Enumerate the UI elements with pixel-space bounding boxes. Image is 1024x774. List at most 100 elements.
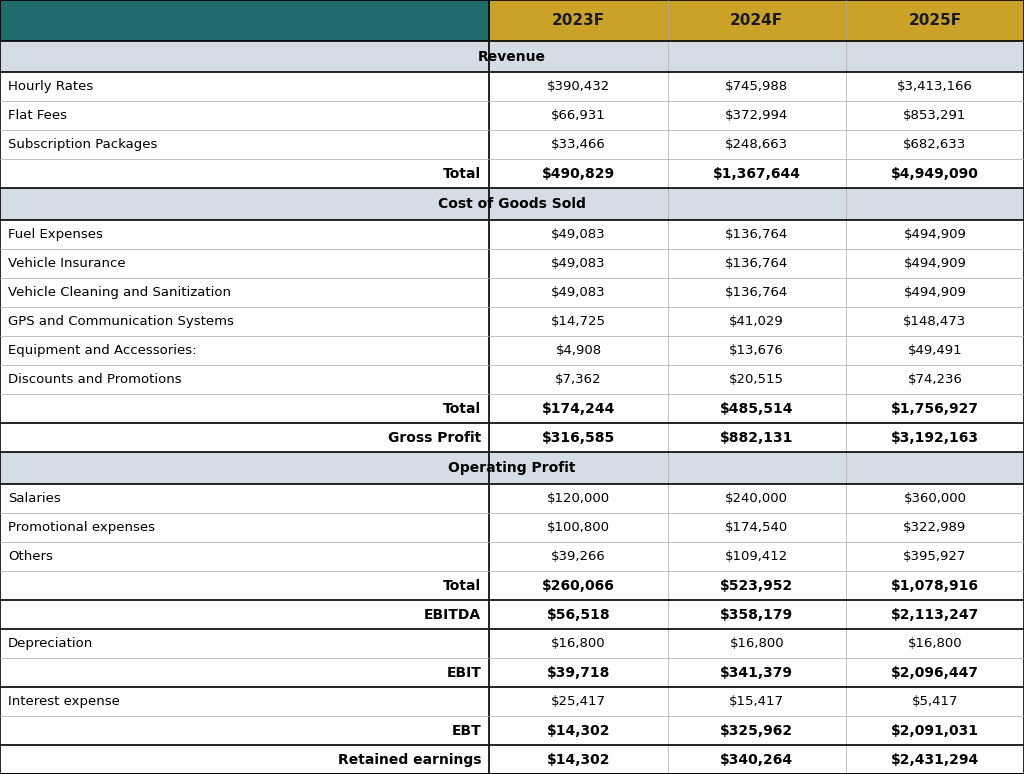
Text: $360,000: $360,000 bbox=[903, 492, 967, 505]
Bar bbox=[0, 279, 1024, 307]
Text: $372,994: $372,994 bbox=[725, 109, 788, 122]
Text: $25,417: $25,417 bbox=[551, 695, 606, 708]
Bar bbox=[0, 307, 1024, 336]
Text: Others: Others bbox=[8, 550, 53, 563]
Text: 2024F: 2024F bbox=[730, 13, 783, 28]
Bar bbox=[0, 716, 1024, 745]
Text: $1,078,916: $1,078,916 bbox=[891, 579, 979, 593]
Text: Interest expense: Interest expense bbox=[8, 695, 120, 708]
Text: $1,367,644: $1,367,644 bbox=[713, 167, 801, 181]
Text: $39,718: $39,718 bbox=[547, 666, 610, 680]
Text: $120,000: $120,000 bbox=[547, 492, 610, 505]
Bar bbox=[0, 365, 1024, 394]
Text: $39,266: $39,266 bbox=[551, 550, 606, 563]
Text: $882,131: $882,131 bbox=[720, 430, 794, 445]
Bar bbox=[0, 188, 1024, 221]
Text: $2,096,447: $2,096,447 bbox=[891, 666, 979, 680]
Bar bbox=[0, 452, 1024, 484]
Text: Total: Total bbox=[443, 402, 481, 416]
Text: Equipment and Accessories:: Equipment and Accessories: bbox=[8, 344, 197, 358]
Text: $494,909: $494,909 bbox=[903, 257, 967, 270]
Text: Vehicle Insurance: Vehicle Insurance bbox=[8, 257, 126, 270]
Text: $14,302: $14,302 bbox=[547, 752, 610, 766]
Bar bbox=[0, 221, 1024, 249]
Text: $136,764: $136,764 bbox=[725, 228, 788, 241]
Text: $2,091,031: $2,091,031 bbox=[891, 724, 979, 738]
Text: $1,756,927: $1,756,927 bbox=[891, 402, 979, 416]
Text: Revenue: Revenue bbox=[478, 50, 546, 63]
Text: $4,908: $4,908 bbox=[555, 344, 602, 358]
Text: GPS and Communication Systems: GPS and Communication Systems bbox=[8, 315, 234, 328]
Text: Vehicle Cleaning and Sanitization: Vehicle Cleaning and Sanitization bbox=[8, 286, 231, 300]
Text: Depreciation: Depreciation bbox=[8, 637, 93, 650]
Text: $49,491: $49,491 bbox=[907, 344, 963, 358]
Text: Retained earnings: Retained earnings bbox=[338, 752, 481, 766]
Bar bbox=[0, 423, 1024, 452]
Text: 2023F: 2023F bbox=[552, 13, 605, 28]
Bar bbox=[846, 0, 1024, 40]
Text: $66,931: $66,931 bbox=[551, 109, 606, 122]
Bar bbox=[0, 159, 1024, 188]
Bar bbox=[0, 745, 1024, 774]
Text: Hourly Rates: Hourly Rates bbox=[8, 80, 93, 94]
Text: $20,515: $20,515 bbox=[729, 373, 784, 386]
Text: $15,417: $15,417 bbox=[729, 695, 784, 708]
Text: $174,540: $174,540 bbox=[725, 521, 788, 534]
Bar bbox=[0, 600, 1024, 629]
Text: $109,412: $109,412 bbox=[725, 550, 788, 563]
Text: $174,244: $174,244 bbox=[542, 402, 615, 416]
Text: $494,909: $494,909 bbox=[903, 228, 967, 241]
Text: $2,431,294: $2,431,294 bbox=[891, 752, 979, 766]
Text: $16,800: $16,800 bbox=[907, 637, 963, 650]
Text: $7,362: $7,362 bbox=[555, 373, 602, 386]
Bar bbox=[0, 513, 1024, 542]
Bar bbox=[0, 131, 1024, 159]
Bar bbox=[0, 658, 1024, 687]
Text: EBIT: EBIT bbox=[446, 666, 481, 680]
Bar bbox=[0, 571, 1024, 600]
Text: $14,302: $14,302 bbox=[547, 724, 610, 738]
Bar bbox=[0, 687, 1024, 716]
Text: Discounts and Promotions: Discounts and Promotions bbox=[8, 373, 182, 386]
Text: $4,949,090: $4,949,090 bbox=[891, 167, 979, 181]
Text: $41,029: $41,029 bbox=[729, 315, 784, 328]
Text: $2,113,247: $2,113,247 bbox=[891, 608, 979, 622]
Text: $16,800: $16,800 bbox=[729, 637, 784, 650]
Text: $523,952: $523,952 bbox=[720, 579, 794, 593]
Text: $136,764: $136,764 bbox=[725, 257, 788, 270]
Text: $745,988: $745,988 bbox=[725, 80, 788, 94]
Bar bbox=[0, 542, 1024, 571]
Text: $14,725: $14,725 bbox=[551, 315, 606, 328]
Bar bbox=[0, 73, 1024, 101]
Text: $136,764: $136,764 bbox=[725, 286, 788, 300]
Bar bbox=[0, 249, 1024, 279]
Text: $490,829: $490,829 bbox=[542, 167, 615, 181]
Text: $358,179: $358,179 bbox=[720, 608, 794, 622]
Bar bbox=[0, 394, 1024, 423]
Text: $485,514: $485,514 bbox=[720, 402, 794, 416]
Text: $260,066: $260,066 bbox=[542, 579, 615, 593]
Text: 2025F: 2025F bbox=[908, 13, 962, 28]
Text: EBT: EBT bbox=[452, 724, 481, 738]
Text: $13,676: $13,676 bbox=[729, 344, 784, 358]
Text: $340,264: $340,264 bbox=[720, 752, 794, 766]
Text: Cost of Goods Sold: Cost of Goods Sold bbox=[438, 197, 586, 211]
Text: $341,379: $341,379 bbox=[720, 666, 794, 680]
Text: $16,800: $16,800 bbox=[551, 637, 606, 650]
Bar bbox=[0, 336, 1024, 365]
Text: $240,000: $240,000 bbox=[725, 492, 788, 505]
Text: $3,413,166: $3,413,166 bbox=[897, 80, 973, 94]
Text: $5,417: $5,417 bbox=[911, 695, 958, 708]
Text: $49,083: $49,083 bbox=[551, 257, 606, 270]
Text: Promotional expenses: Promotional expenses bbox=[8, 521, 156, 534]
Text: Gross Profit: Gross Profit bbox=[388, 430, 481, 445]
Text: $390,432: $390,432 bbox=[547, 80, 610, 94]
Text: Operating Profit: Operating Profit bbox=[449, 461, 575, 475]
Text: Fuel Expenses: Fuel Expenses bbox=[8, 228, 103, 241]
Bar bbox=[489, 0, 668, 40]
Bar bbox=[0, 0, 489, 40]
Bar bbox=[668, 0, 846, 40]
Text: $316,585: $316,585 bbox=[542, 430, 615, 445]
Text: $74,236: $74,236 bbox=[907, 373, 963, 386]
Text: $100,800: $100,800 bbox=[547, 521, 610, 534]
